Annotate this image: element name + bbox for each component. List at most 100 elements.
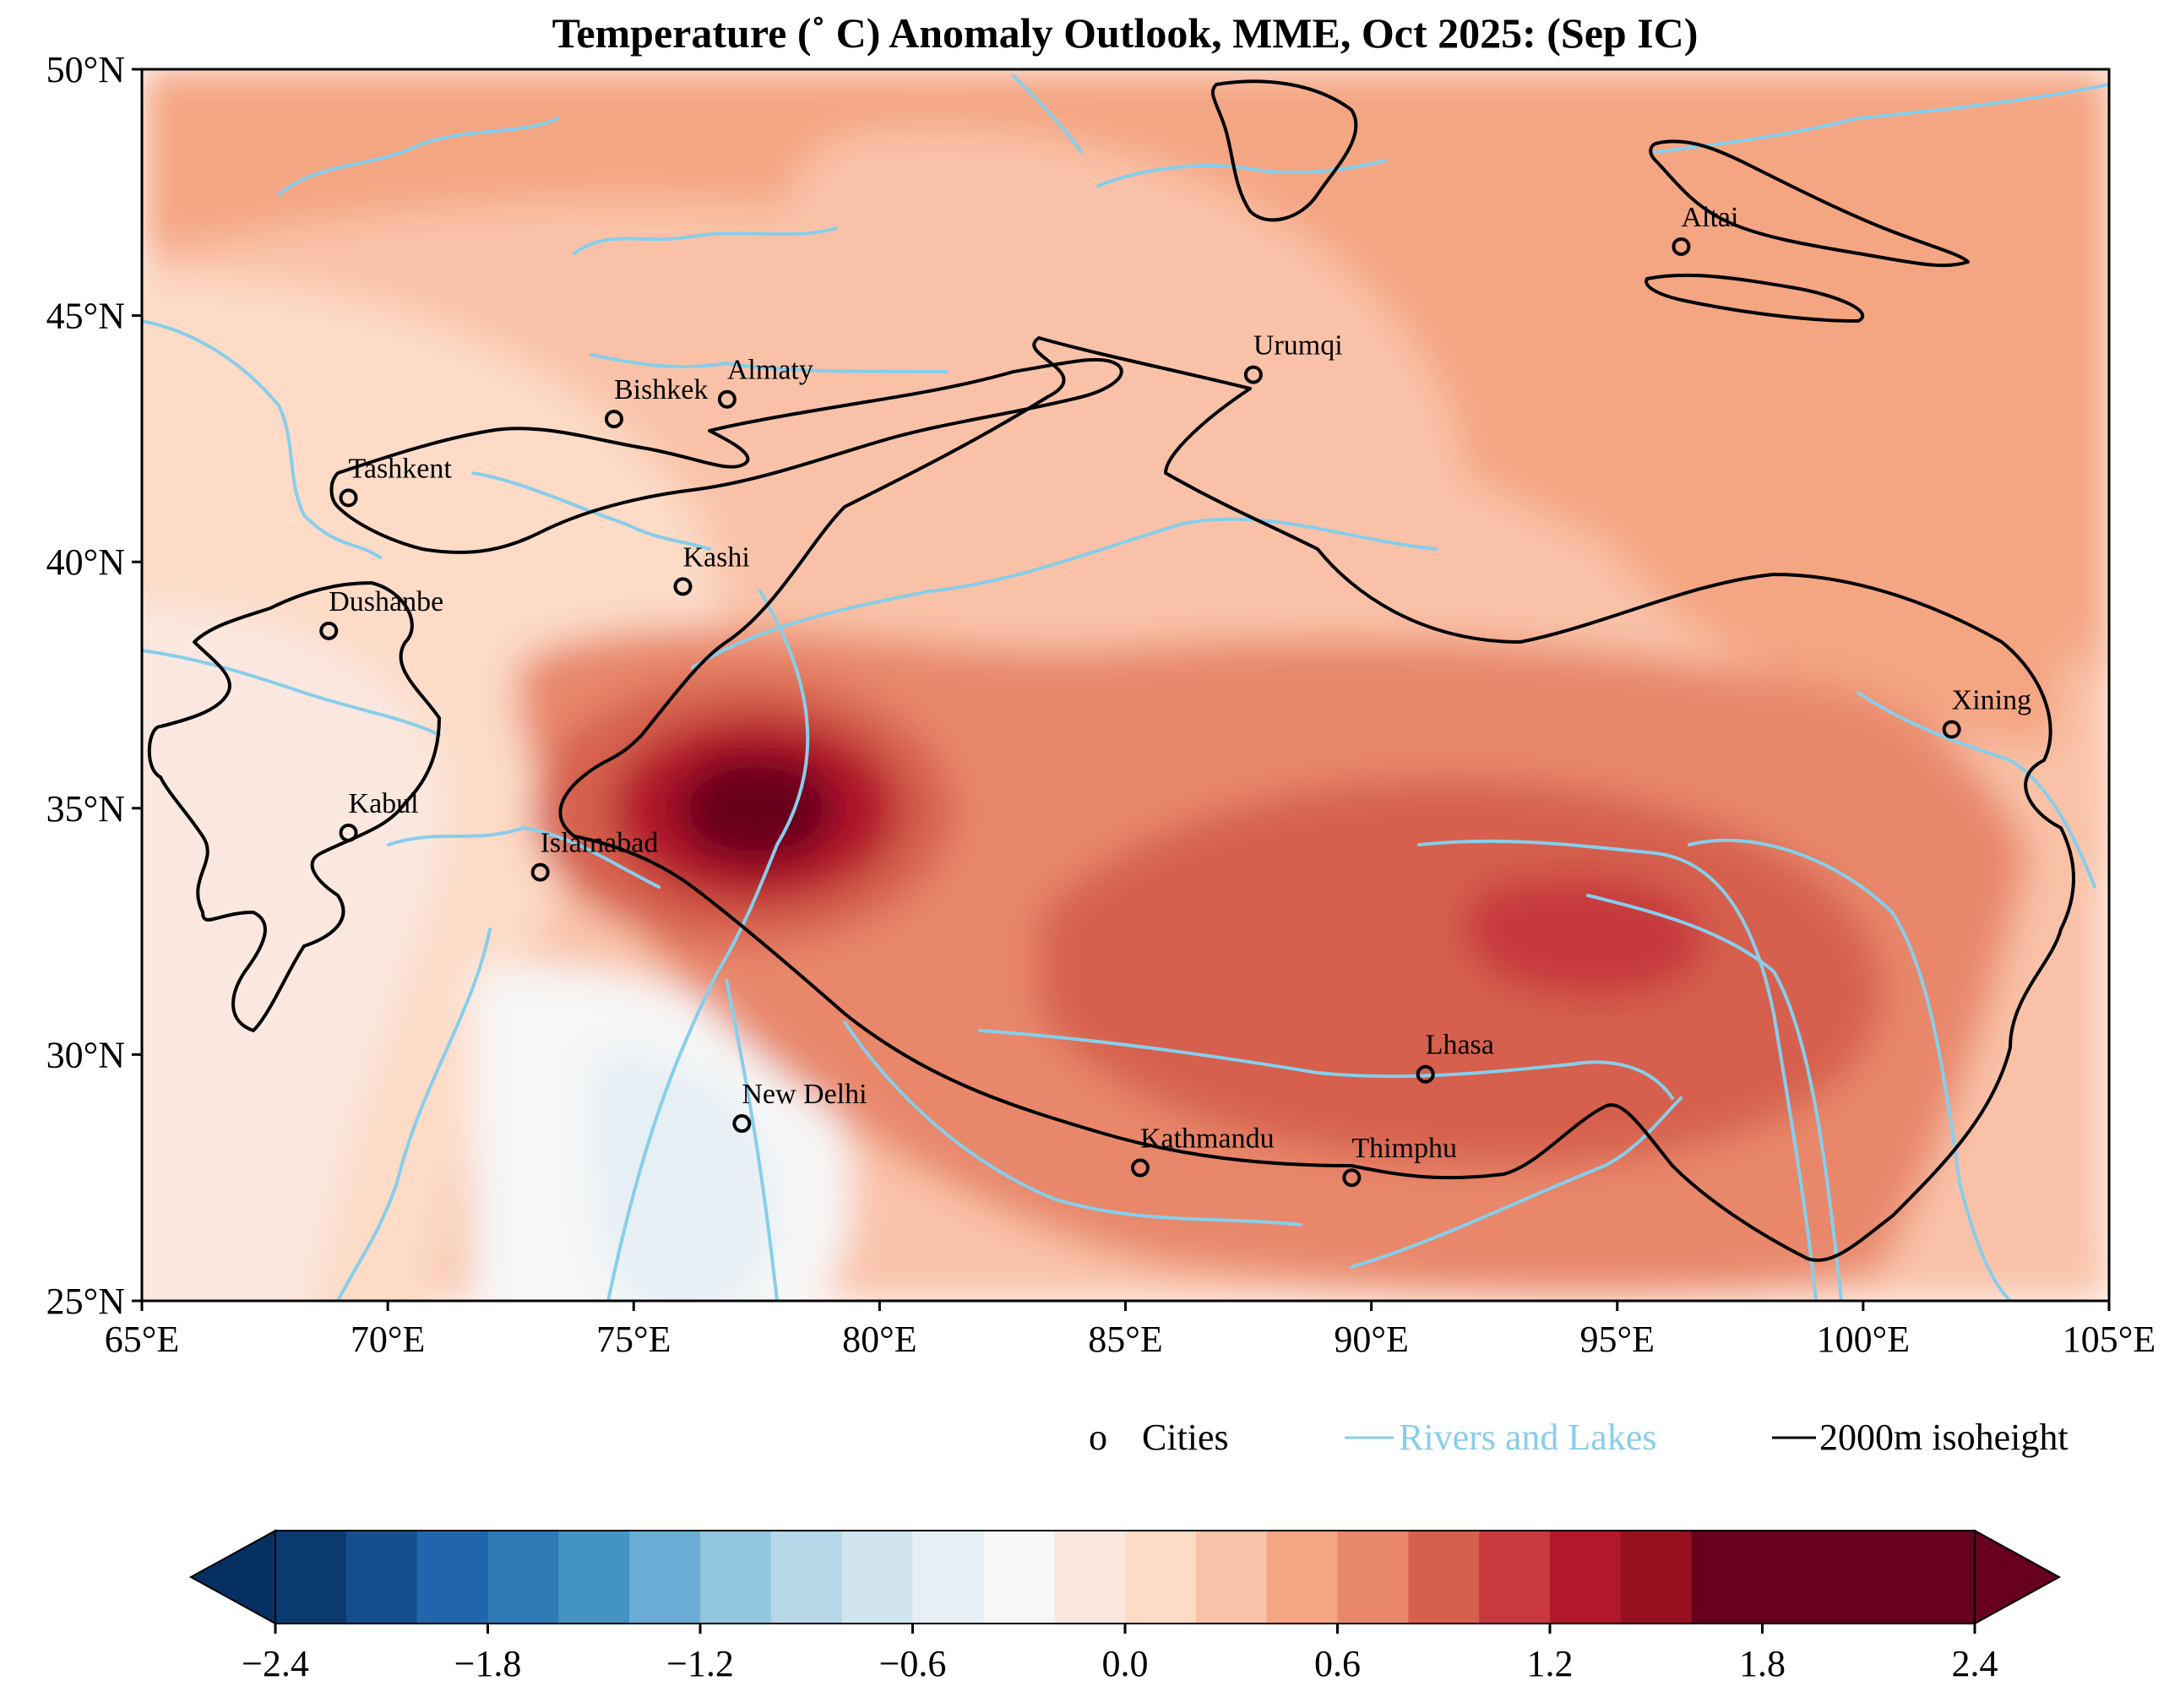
city-almaty: Almaty bbox=[717, 355, 813, 409]
city-label: Altai bbox=[1681, 202, 1738, 233]
city-marker bbox=[732, 1114, 752, 1134]
rivers-and-lakes bbox=[142, 74, 2109, 1301]
river-2 bbox=[277, 117, 559, 196]
colorbar-segment bbox=[1762, 1531, 1834, 1624]
colorbar-tick-label: 1.8 bbox=[1739, 1643, 1786, 1684]
field-west-lighter bbox=[142, 606, 445, 1301]
city-label: Xining bbox=[1952, 684, 2031, 715]
field-cool bbox=[590, 1053, 779, 1301]
axis-layer: 65°E 70°E 75°E 80°E 85°E 90°E 95°E 100°E 105°E 50… bbox=[46, 49, 2156, 1360]
isoheight-tibet bbox=[558, 336, 2075, 1262]
cities-layer: Altai Urumqi Almaty Bishkek Tashkent Kashi Dus… bbox=[319, 202, 2031, 1188]
city-marker bbox=[339, 823, 358, 842]
river-kabul bbox=[387, 826, 661, 889]
city-marker bbox=[717, 389, 737, 409]
colorbar-under-arrow bbox=[188, 1529, 276, 1625]
colorbar-segment bbox=[1904, 1531, 1976, 1624]
river-ili bbox=[590, 353, 948, 373]
colorbar-segment bbox=[558, 1531, 630, 1624]
colorbar-segment bbox=[1266, 1531, 1338, 1624]
city-label: Lhasa bbox=[1426, 1030, 1494, 1061]
city-label: Kashi bbox=[682, 541, 749, 573]
colorbar-segment bbox=[912, 1531, 984, 1624]
colorbar-segment bbox=[1833, 1531, 1905, 1624]
lat-tick-label: 30°N bbox=[46, 1034, 125, 1075]
city-label: Urumqi bbox=[1253, 330, 1343, 362]
city-marker bbox=[339, 488, 358, 508]
lon-tick-label: 90°E bbox=[1334, 1319, 1408, 1360]
colorbar-tick-label: 1.2 bbox=[1527, 1643, 1574, 1684]
colorbar-segment bbox=[1125, 1531, 1197, 1624]
colorbar: −2.4 −1.8 −1.2 −0.6 0.0 0.6 1.2 1.8 2.4 bbox=[188, 1529, 2062, 1684]
lon-tick-label: 100°E bbox=[1817, 1319, 1910, 1360]
river-mekong bbox=[1586, 894, 1843, 1301]
legend-rivers-label: Rivers and Lakes bbox=[1399, 1417, 1656, 1458]
colorbar-tick-label: −1.2 bbox=[666, 1643, 734, 1684]
city-label: Dushanbe bbox=[329, 586, 443, 617]
field-plateau-hot bbox=[1039, 779, 1884, 1166]
river-north-2 bbox=[1654, 83, 2109, 154]
city-kashi: Kashi bbox=[673, 541, 750, 596]
isoheight-altai-1 bbox=[1210, 79, 1358, 222]
city-label: Tashkent bbox=[349, 453, 453, 484]
colorbar-segment bbox=[841, 1531, 913, 1624]
isoheight-altai-3 bbox=[1645, 273, 1865, 323]
colorbar-segment bbox=[345, 1531, 418, 1624]
colorbar-over-arrow bbox=[1974, 1529, 2062, 1625]
lon-tick-label: 65°E bbox=[105, 1319, 179, 1360]
colorbar-segment bbox=[1054, 1531, 1126, 1624]
city-urumqi: Urumqi bbox=[1243, 330, 1343, 384]
legend-cities-label: Cities bbox=[1142, 1417, 1229, 1458]
isoheight-tianshan bbox=[329, 357, 1123, 554]
city-xining: Xining bbox=[1942, 684, 2031, 739]
isoheight-afghan bbox=[147, 581, 441, 1032]
river-indus-2 bbox=[336, 927, 492, 1301]
colorbar-segment bbox=[700, 1531, 772, 1624]
city-islamabad: Islamabad bbox=[530, 828, 659, 882]
city-tashkent: Tashkent bbox=[339, 453, 453, 508]
city-label: Thimphu bbox=[1351, 1133, 1457, 1164]
isoheight-2000m bbox=[147, 79, 2075, 1262]
city-label: Kabul bbox=[349, 788, 419, 819]
lat-tick-label: 50°N bbox=[46, 49, 125, 90]
field-north-warm bbox=[142, 69, 2109, 760]
isoheight-altai-2 bbox=[1649, 139, 1970, 268]
colorbar-segment bbox=[416, 1531, 488, 1624]
river-ganges-2 bbox=[843, 1020, 1302, 1227]
legend-isoheight-label: 2000m isoheight bbox=[1819, 1417, 2069, 1458]
colorbar-tick-label: −2.4 bbox=[242, 1643, 309, 1684]
lat-tick-label: 45°N bbox=[46, 296, 125, 337]
map-title: Temperature (˚ C) Anomaly Outlook, MME, … bbox=[552, 9, 1699, 57]
lon-tick-label: 80°E bbox=[842, 1319, 916, 1360]
colorbar-segment bbox=[983, 1531, 1055, 1624]
city-bishkek: Bishkek bbox=[604, 374, 708, 429]
river-tarim bbox=[691, 517, 1438, 669]
lon-tick-label: 75°E bbox=[596, 1319, 671, 1360]
lon-tick-label: 105°E bbox=[2063, 1319, 2156, 1360]
colorbar-segment bbox=[629, 1531, 701, 1624]
colorbar-segment bbox=[1337, 1531, 1409, 1624]
colorbar-segment bbox=[770, 1531, 843, 1624]
colorbar-segment bbox=[1479, 1531, 1551, 1624]
colorbar-tick-label: −1.8 bbox=[454, 1643, 522, 1684]
river-yellow bbox=[1857, 691, 2096, 889]
city-marker bbox=[1130, 1158, 1150, 1178]
city-label: New Delhi bbox=[742, 1079, 867, 1110]
city-marker bbox=[673, 577, 693, 596]
city-marker bbox=[1672, 237, 1691, 256]
lat-tick-label: 35°N bbox=[46, 788, 125, 830]
city-marker bbox=[1416, 1064, 1435, 1084]
colorbar-segment bbox=[1550, 1531, 1622, 1624]
legend: o Cities Rivers and Lakes 2000m isoheigh… bbox=[1089, 1417, 2069, 1458]
river-3 bbox=[573, 226, 838, 255]
colorbar-segment bbox=[1620, 1531, 1693, 1624]
colorbar-tick-label: 0.0 bbox=[1102, 1643, 1149, 1684]
field-hotspot-3 bbox=[676, 754, 836, 864]
river-north-3 bbox=[1012, 74, 1083, 154]
colorbar-tick-label: 0.6 bbox=[1314, 1643, 1361, 1684]
city-label: Kathmandu bbox=[1140, 1123, 1275, 1155]
city-thimphu: Thimphu bbox=[1342, 1133, 1457, 1188]
city-label: Islamabad bbox=[541, 828, 659, 859]
